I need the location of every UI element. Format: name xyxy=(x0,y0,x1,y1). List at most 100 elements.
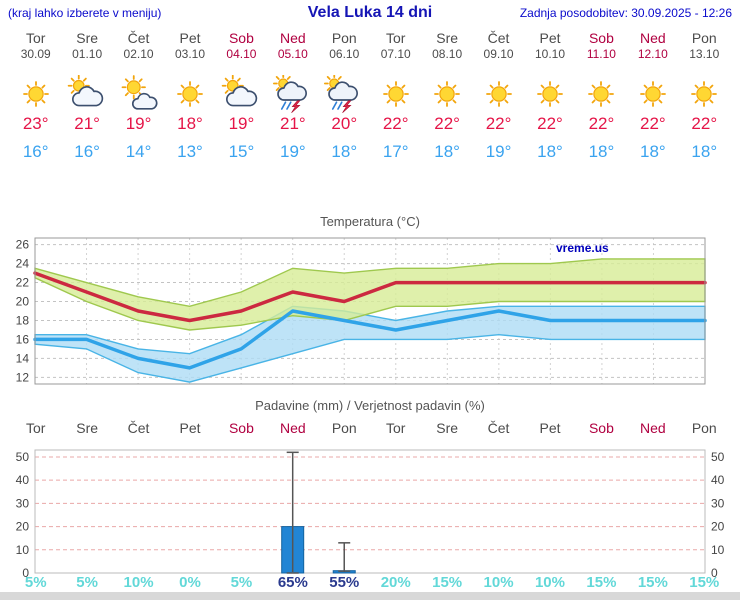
precip-day-label: Tor xyxy=(25,420,46,436)
precip-day-label: Sre xyxy=(76,420,99,436)
precip-day-label: Ned xyxy=(640,420,666,436)
weather-icon-thunderstorm xyxy=(319,75,370,113)
precip-probability: 15% xyxy=(637,574,668,591)
svg-text:40: 40 xyxy=(16,473,30,487)
day-label: Ned 05.10 xyxy=(277,30,308,61)
svg-text:10: 10 xyxy=(711,543,725,557)
day-label: Pet 03.10 xyxy=(174,30,205,61)
day-label: Čet 09.10 xyxy=(483,30,514,61)
weather-icon-sunny xyxy=(421,75,472,113)
weather-icon-sunny xyxy=(164,75,215,113)
svg-text:18: 18 xyxy=(16,313,30,327)
svg-text:10: 10 xyxy=(16,543,30,557)
precip-day-label: Sob xyxy=(228,420,254,436)
svg-text:14: 14 xyxy=(16,351,30,365)
precip-day-label: Čet xyxy=(487,420,510,436)
tmax-value: 22° xyxy=(691,114,718,133)
tmin-value: 18° xyxy=(434,142,460,161)
day-label: Tor 07.10 xyxy=(380,30,411,61)
day-label: Pet 10.10 xyxy=(534,30,565,61)
precipitation-chart-title: Padavine (mm) / Verjetnost padavin (%) xyxy=(255,398,485,413)
tmax-value: 19° xyxy=(125,114,152,133)
svg-text:30: 30 xyxy=(711,496,725,510)
last-updated: Zadnja posodobitev: 30.09.2025 - 12:26 xyxy=(519,6,732,20)
weather-icon-sunny xyxy=(473,75,524,113)
tmin-value: 18° xyxy=(691,142,718,161)
tmin-value: 18° xyxy=(537,142,563,161)
precip-probability: 0% xyxy=(179,574,201,591)
tmin-value: 18° xyxy=(639,142,666,161)
day-label: Pon 06.10 xyxy=(329,30,360,61)
tmax-value: 19° xyxy=(228,114,255,133)
precip-day-label: Sre xyxy=(436,420,459,436)
svg-text:20: 20 xyxy=(711,520,725,534)
tmin-value: 18° xyxy=(331,142,358,161)
tmax-value: 22° xyxy=(485,114,512,133)
precip-probability: 55% xyxy=(329,574,360,591)
precip-probability: 65% xyxy=(277,574,308,591)
weather-icon-mostly-cloudy xyxy=(216,75,267,113)
tmax-value: 21° xyxy=(279,114,306,133)
day-label: Sre 08.10 xyxy=(432,30,463,61)
precip-day-label: Pet xyxy=(179,420,201,436)
tmin-value: 19° xyxy=(279,142,306,161)
weather-icon-thunderstorm xyxy=(267,75,318,113)
weather-icon-partly-cloudy xyxy=(113,75,164,113)
precip-day-label: Pon xyxy=(331,420,357,436)
precip-day-label: Tor xyxy=(385,420,406,436)
precip-probability: 20% xyxy=(380,574,411,591)
svg-text:0: 0 xyxy=(711,566,718,580)
tmin-value: 14° xyxy=(125,142,152,161)
weather-icon-mostly-cloudy xyxy=(61,75,112,113)
day-label: Sob 11.10 xyxy=(586,30,616,61)
svg-text:20: 20 xyxy=(16,520,30,534)
precip-probability: 10% xyxy=(123,574,154,591)
tmin-value: 16° xyxy=(74,142,100,161)
precip-probability: 15% xyxy=(689,574,720,591)
svg-text:30: 30 xyxy=(16,496,30,510)
tmax-value: 22° xyxy=(434,114,460,133)
day-label: Ned 12.10 xyxy=(637,30,668,61)
day-label: Čet 02.10 xyxy=(123,30,154,61)
svg-text:20: 20 xyxy=(16,295,30,309)
tmax-value: 23° xyxy=(22,114,49,133)
tmin-value: 15° xyxy=(228,142,255,161)
menu-hint: (kraj lahko izberete v meniju) xyxy=(8,6,162,20)
precip-day-label: Pon xyxy=(691,420,717,436)
temperature-chart: 12 14 16 18 20 22 24 26 vreme.us xyxy=(16,237,707,385)
precip-probability: 15% xyxy=(586,574,617,591)
svg-text:0: 0 xyxy=(22,566,29,580)
svg-text:vreme.us: vreme.us xyxy=(556,241,609,255)
svg-text:40: 40 xyxy=(711,473,725,487)
tmax-value: 21° xyxy=(74,114,100,133)
tmin-value: 19° xyxy=(485,142,512,161)
tmax-value: 22° xyxy=(588,114,615,133)
tmin-value: 18° xyxy=(588,142,615,161)
precip-probability: 5% xyxy=(24,574,47,591)
tmin-value: 16° xyxy=(22,142,49,161)
svg-text:12: 12 xyxy=(16,370,30,384)
precip-probability: 5% xyxy=(76,574,98,591)
precipitation-chart: 0 0 10 10 20 20 30 30 40 40 50 50 xyxy=(16,449,725,580)
tmax-value: 20° xyxy=(331,114,358,133)
svg-text:26: 26 xyxy=(16,238,30,252)
precip-day-row: Tor Sre Čet Pet Sob Ned Pon Tor Sre Čet Pet Sob Ned P… xyxy=(10,420,730,436)
prob-row: 5% 5% 10% 0% 5% 65% 55% 20% 15% 10% 10% 15% 15% 15% xyxy=(10,574,730,591)
svg-text:22: 22 xyxy=(16,276,30,290)
svg-text:24: 24 xyxy=(16,257,30,271)
svg-text:50: 50 xyxy=(16,450,30,464)
day-label: Sre 01.10 xyxy=(72,30,103,61)
weather-icon-sunny xyxy=(679,75,730,113)
page-title: Vela Luka 14 dni xyxy=(307,4,433,21)
icons-row xyxy=(10,74,730,114)
svg-text:16: 16 xyxy=(16,332,30,346)
tmax-value: 22° xyxy=(639,114,666,133)
weather-icon-sunny xyxy=(370,75,421,113)
tmax-value: 18° xyxy=(177,114,203,133)
precip-probability: 10% xyxy=(534,574,565,591)
precip-day-label: Čet xyxy=(127,420,150,436)
precip-probability: 15% xyxy=(432,574,463,591)
day-label: Tor 30.09 xyxy=(20,30,51,61)
precip-probability: 10% xyxy=(483,574,514,591)
